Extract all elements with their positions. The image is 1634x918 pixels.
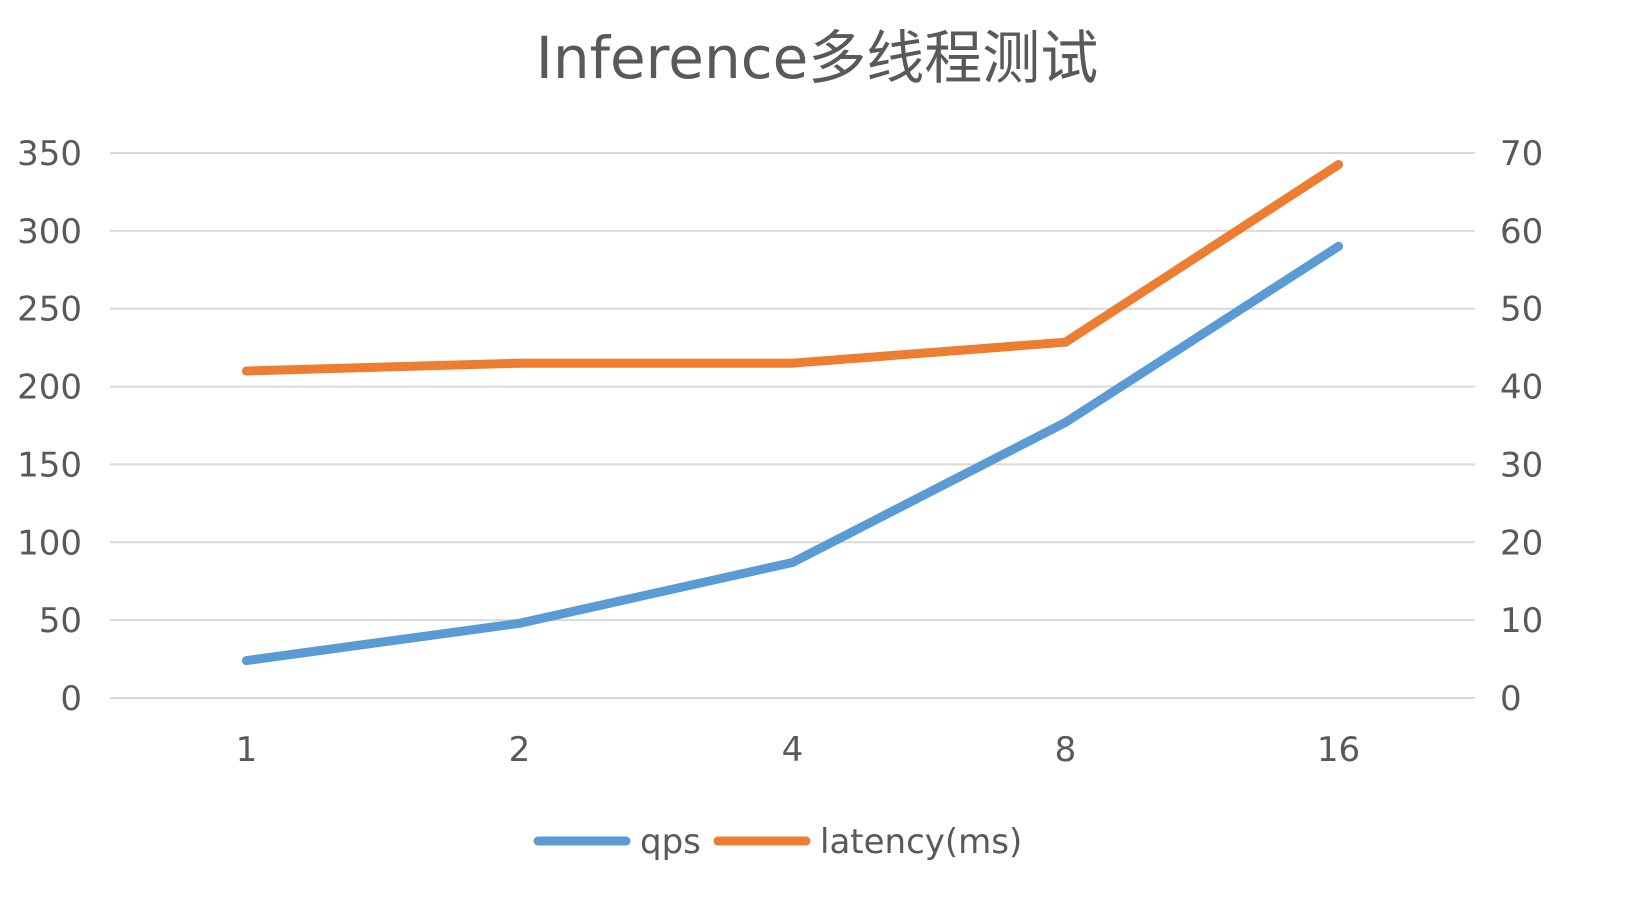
left-y-tick-label: 300 (17, 212, 82, 252)
left-y-tick-label: 100 (17, 523, 82, 563)
right-y-tick-label: 20 (1500, 523, 1543, 563)
data-point (242, 366, 251, 376)
x-tick-label: 8 (1055, 730, 1077, 770)
data-point (1061, 337, 1070, 347)
legend-label: latency(ms) (820, 822, 1022, 862)
data-point (788, 358, 797, 368)
right-y-tick-label: 40 (1500, 368, 1543, 408)
data-point (515, 358, 524, 368)
left-y-tick-label: 200 (17, 368, 82, 408)
right-y-axis: 0 10 20 30 40 50 60 70 (1500, 134, 1543, 719)
right-y-tick-label: 30 (1500, 445, 1543, 485)
chart-title: Inference多线程测试 (536, 24, 1099, 92)
legend: qps latency(ms) (533, 822, 1022, 862)
x-tick-label: 2 (509, 730, 531, 770)
left-y-tick-label: 150 (17, 445, 82, 485)
x-tick-label: 16 (1317, 730, 1360, 770)
series-line-1 (242, 160, 1343, 376)
right-y-tick-label: 50 (1500, 290, 1543, 330)
gridlines (110, 152, 1475, 699)
left-y-tick-label: 0 (60, 679, 82, 719)
data-point (1061, 417, 1070, 427)
right-y-tick-label: 60 (1500, 212, 1543, 252)
right-y-tick-label: 10 (1500, 601, 1543, 641)
left-y-tick-label: 250 (17, 290, 82, 330)
series-lines (242, 160, 1343, 666)
legend-label: qps (640, 822, 701, 862)
data-point (242, 656, 251, 666)
left-y-tick-label: 350 (17, 134, 82, 174)
left-y-tick-label: 50 (39, 601, 82, 641)
right-y-tick-label: 70 (1500, 134, 1543, 174)
x-tick-label: 4 (782, 730, 804, 770)
x-axis: 1 2 4 8 16 (236, 730, 1360, 770)
x-tick-label: 1 (236, 730, 258, 770)
data-point (515, 618, 524, 628)
left-y-axis: 0 50 100 150 200 250 300 350 (17, 134, 82, 719)
data-point (1334, 241, 1343, 251)
data-point (1334, 160, 1343, 170)
data-point (788, 558, 797, 568)
right-y-tick-label: 0 (1500, 679, 1522, 719)
